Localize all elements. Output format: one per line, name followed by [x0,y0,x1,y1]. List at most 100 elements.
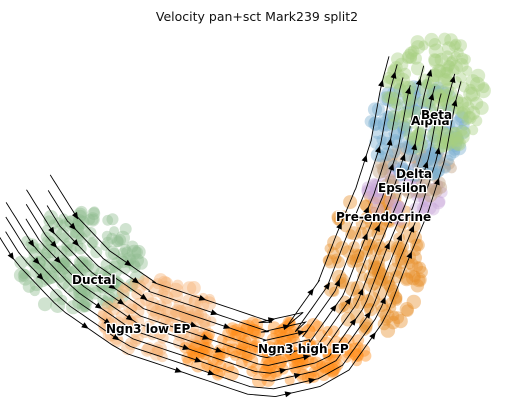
stream-arrowhead [362,232,368,241]
cell-point [413,274,426,287]
cell-point [444,129,456,142]
cell-point [86,236,99,249]
cell-point [380,275,395,290]
cell-point [374,298,389,312]
cell-point [74,274,87,287]
cell-point [391,162,403,174]
cell-point [131,246,143,258]
cell-point [458,82,470,93]
stream-arrowhead [374,224,380,232]
cell-point [258,365,272,379]
cell-point [64,215,80,231]
cell-point [322,348,334,360]
cell-point [331,211,347,226]
cell-point [111,234,124,248]
cell-point [413,169,427,183]
cell-point [265,368,277,381]
cell-point [431,165,444,179]
cell-point [460,54,471,65]
cell-point [437,73,453,88]
cell-point [331,210,345,223]
cell-point [425,103,437,115]
cell-point [405,52,418,65]
cell-point [448,126,460,138]
cell-point [440,63,453,76]
cell-point [381,91,394,104]
stream-arrowhead [307,288,314,296]
cell-point [416,167,429,181]
cell-point [411,156,427,172]
cell-point [151,341,167,357]
cell-point [87,238,98,249]
cell-point [409,89,421,101]
cell-point [401,173,414,186]
cell-point [61,266,77,281]
cell-point [465,74,480,89]
cell-point [363,191,376,203]
cell-point [385,116,399,130]
cell-point [441,75,452,86]
cell-point [384,91,397,104]
cell-point [454,57,469,73]
cell-point [434,196,446,208]
cell-point [142,320,155,333]
cell-point [389,76,403,89]
cell-point [237,334,252,349]
cell-point [178,310,190,321]
streamline [25,72,431,366]
cell-point [355,262,367,274]
cell-point [393,110,406,123]
cell-point [470,76,485,92]
cell-point [380,323,396,338]
cell-point [454,111,470,127]
stream-arrowhead [378,79,384,88]
cell-point [416,201,430,215]
stream-arrowhead [422,160,429,169]
cell-point [393,83,408,98]
cell-point [365,217,377,229]
cell-point [119,223,132,235]
cell-point [410,279,425,293]
cell-point [90,246,103,259]
cell-point [149,347,164,361]
cell-point [126,280,138,292]
cell-point [392,78,405,90]
cell-point [344,281,360,297]
cell-point [261,373,276,387]
cell-point [448,64,460,76]
cell-point [421,108,434,121]
cell-point [333,214,345,226]
cell-point [382,154,398,169]
cell-point [379,202,390,213]
cell-point [372,239,386,253]
stream-arrowhead [117,298,125,305]
cell-point [18,268,30,280]
cell-point [197,313,212,328]
cell-point [177,327,190,340]
cell-point [371,260,381,271]
cell-point [185,345,197,356]
cell-point [384,280,398,294]
cell-point [445,150,457,161]
cell-point [246,365,258,377]
cell-point [450,51,461,62]
cell-point [56,254,70,268]
cell-point [123,299,138,314]
cell-point [452,133,464,145]
cell-point [443,118,456,131]
cluster-label: Delta [396,167,432,181]
cluster-label: Ductal [72,273,116,287]
cell-point [182,294,193,306]
cell-point [442,134,457,149]
stream-arrowhead [426,69,433,77]
cell-point [458,119,470,131]
cell-point [420,155,433,167]
stream-arrowhead [411,170,417,178]
cell-point [387,110,401,124]
cell-point [188,308,202,322]
cell-point [423,78,435,90]
cell-point [342,347,354,359]
cell-point [462,65,473,76]
cell-point [351,355,363,367]
cell-point [43,210,59,225]
